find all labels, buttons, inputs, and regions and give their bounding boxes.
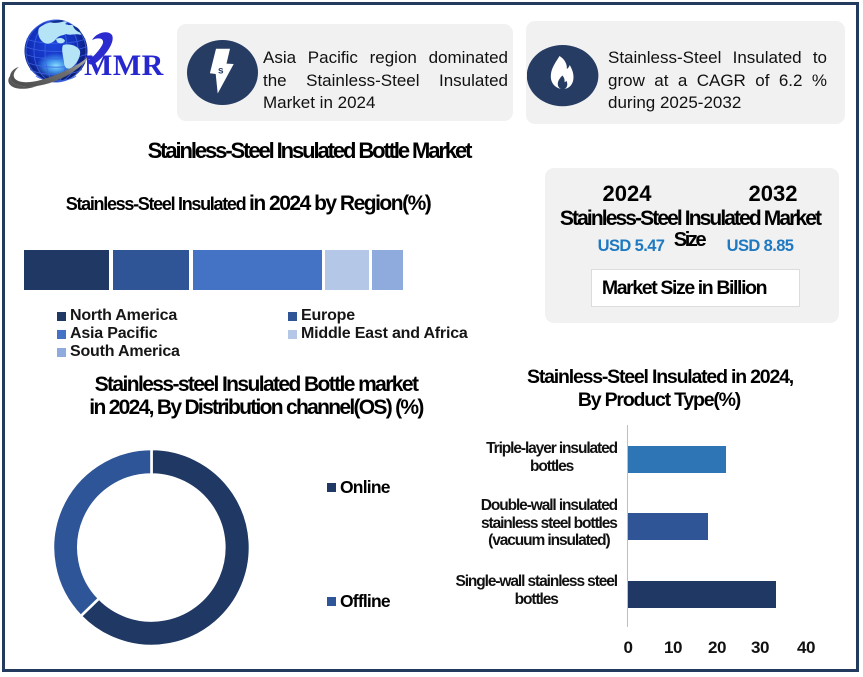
svg-text:MMR: MMR xyxy=(84,49,164,82)
svg-text:s: s xyxy=(218,66,224,77)
